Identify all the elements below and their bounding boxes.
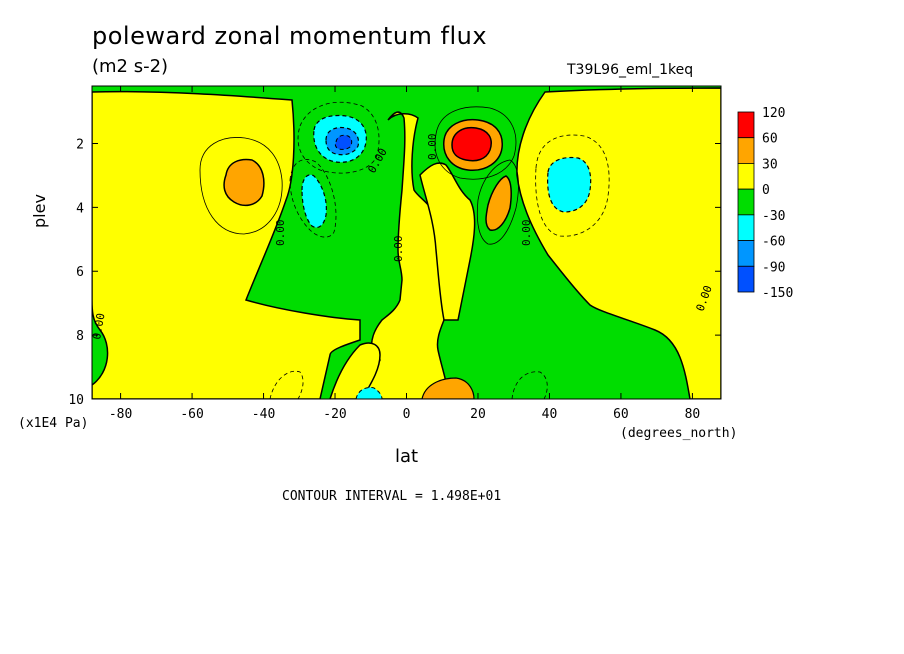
contour-line [289,159,337,238]
colorbar-swatch [737,265,755,293]
x-axis-label: lat [395,446,419,467]
colorbar-label: 30 [762,157,778,172]
x-tick-label: -20 [323,407,346,422]
contour-label: 0.00 [520,220,533,247]
contour-label: 0.00 [274,220,287,247]
region-positive-center [359,111,451,399]
colorbar-label: -90 [762,260,785,275]
contour-line [269,370,304,399]
y-tick-label: 4 [76,201,84,216]
run-label: T39L96_eml_1keq [567,62,694,78]
chart-title: poleward zonal momentum flux [92,22,488,50]
y-tick-label: 8 [76,329,84,344]
x-tick-label: -60 [180,407,203,422]
bottom-orange [421,377,475,399]
region-positive-mid [419,162,476,321]
y-axis: 2 4 6 8 10 [68,137,721,408]
colorbar-label: 0 [762,183,770,198]
contour-line [476,159,519,245]
colorbar-label: -150 [762,286,793,301]
contour-line [434,106,517,180]
colorbar-label: -30 [762,209,785,224]
min-sh-cyan-lower [301,174,327,229]
region-positive-bottom-left [329,342,381,399]
region-positive-sh [92,90,361,399]
y-tick-label: 6 [76,265,84,280]
colorbar-swatch [737,214,755,241]
x-unit-label: (degrees_north) [620,426,738,441]
x-tick-label: -40 [252,407,275,422]
contour-interval-label: CONTOUR INTERVAL = 1.498E+01 [282,489,502,504]
x-tick-label: 60 [613,407,629,422]
contour-label: 0.00 [90,312,107,340]
chart-units: (m2 s-2) [92,56,169,77]
max-nh-orange-lower [485,175,512,231]
contour-line [297,101,380,174]
x-axis: -80 -60 -40 -20 0 20 40 60 80 [109,86,700,422]
x-tick-label: 0 [403,407,411,422]
max-sh-orange [223,158,265,207]
colorbar-label: -60 [762,235,785,250]
y-tick-label: 2 [76,137,84,152]
colorbar-label: 120 [762,106,785,121]
colorbar-swatch [737,163,755,190]
x-tick-label: 40 [542,407,558,422]
colorbar-label: 60 [762,132,778,147]
x-tick-label: 20 [470,407,486,422]
contour-line [511,371,548,399]
bottom-cyan [355,387,383,399]
colorbar: 120 60 30 0 -30 -60 -90 -150 [737,106,793,301]
y-tick-label: 10 [68,393,84,408]
colorbar-swatch [737,188,755,216]
y-unit-label: (x1E4 Pa) [18,416,89,431]
x-tick-label: -80 [109,407,132,422]
colorbar-swatch [737,240,755,267]
colorbar-swatch [737,137,755,164]
x-tick-label: 80 [685,407,701,422]
min-sh-darkblue [334,134,353,150]
contour-line [199,137,283,235]
contour-label: 0.00 [392,236,405,263]
contour-field [92,86,721,399]
max-jet-red [451,126,492,162]
colorbar-swatch [737,111,755,139]
min-nh-cyan [547,156,592,213]
contour-label: 0.00 [426,134,439,161]
